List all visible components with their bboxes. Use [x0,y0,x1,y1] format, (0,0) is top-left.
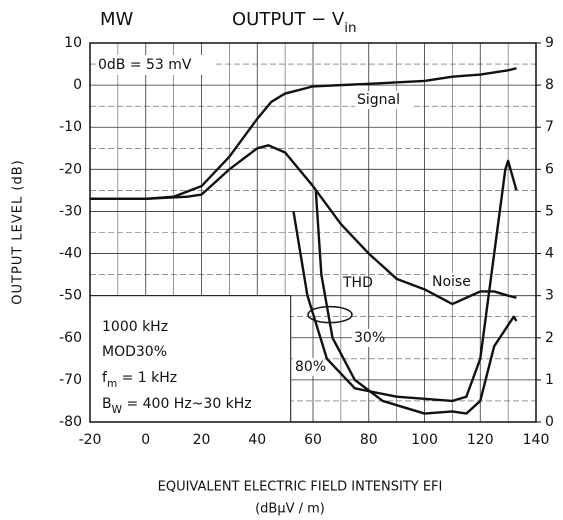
subscript: W [112,404,123,416]
y2-tick-label: 7 [545,119,554,135]
chart-title: OUTPUT − Vin [232,9,357,36]
x-axis-label: EQUIVALENT ELECTRIC FIELD INTENSITY EFI [158,480,443,495]
text-part: MOD30% [102,344,167,360]
info-box [89,295,292,423]
text-part: = 1 kHz [117,370,177,386]
x-tick-label: 20 [193,432,211,448]
y2-tick-label: 1 [545,372,554,388]
y-tick-label: -40 [59,246,82,262]
y2-tick-label: 5 [545,203,554,219]
y2-tick-label: 2 [545,330,554,346]
info-line: fm = 1 kHz [102,370,177,390]
info-line: MOD30% [102,344,167,360]
series-label: Noise [432,274,471,290]
y2-tick-label: 4 [545,246,554,262]
x-tick-label: 60 [304,432,322,448]
text-part: OUTPUT − V [232,9,345,30]
series-label: Signal [357,92,400,108]
y-tick-label: -60 [59,330,82,346]
x-tick-label: -20 [79,432,102,448]
info-line: 1000 kHz [102,319,168,335]
y-tick-label: -70 [59,372,82,388]
y2-tick-label: 3 [545,288,554,304]
x-tick-label: 40 [248,432,266,448]
subscript: m [107,378,117,390]
info-line: BW = 400 Hz~30 kHz [102,396,252,416]
series-line [314,190,518,415]
series-line [90,67,517,201]
x-axis-unit: (dBμV / m) [255,502,325,517]
y-tick-label: -50 [59,288,82,304]
series-line [90,144,517,306]
label-bg [430,273,479,291]
series-line [292,159,518,403]
annotation: 0dB = 53 mV [98,57,192,73]
text-part: 1000 kHz [102,319,168,335]
x-tick-label: 0 [141,432,150,448]
annotation: THD [342,275,373,291]
y-tick-label: -20 [59,161,82,177]
corner-label: MW [100,9,134,30]
frame [89,42,537,423]
y2-tick-label: 6 [545,161,554,177]
text-part: B [102,396,112,412]
y-tick-label: 0 [73,77,82,93]
series-label: 30% [354,330,385,346]
label-bg [352,329,383,347]
text-part: = 400 Hz~30 kHz [122,396,252,412]
x-tick-label: 100 [411,432,438,448]
label-bg [97,55,215,75]
y-tick-label: 10 [64,35,82,51]
x-tick-label: 80 [360,432,378,448]
label-bg [293,358,324,376]
x-tick-label: 120 [467,432,494,448]
y-tick-label: -10 [59,119,82,135]
y-axis-label: OUTPUT LEVEL (dB) [11,159,26,304]
y-tick-label: -30 [59,203,82,219]
subscript: in [344,20,356,36]
y-tick-label: -80 [59,414,82,430]
label-bg [355,91,413,109]
y2-tick-label: 0 [545,414,554,430]
y2-tick-label: 9 [545,35,554,51]
text-part: f [102,370,108,386]
y2-tick-label: 8 [545,77,554,93]
series-label: 80% [295,359,326,375]
x-tick-label: 140 [523,432,550,448]
